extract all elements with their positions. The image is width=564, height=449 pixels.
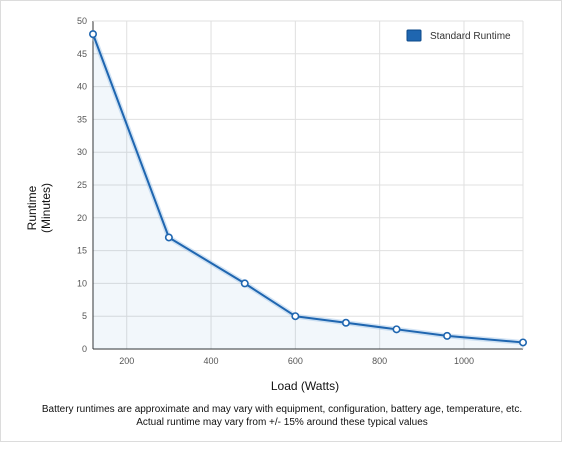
legend-swatch <box>406 29 422 42</box>
data-point[interactable] <box>164 233 173 242</box>
y-tick-label: 30 <box>77 147 87 157</box>
y-tick-label: 0 <box>82 344 87 354</box>
y-tick-label: 45 <box>77 49 87 59</box>
y-tick-label: 20 <box>77 213 87 223</box>
x-tick-label: 200 <box>119 356 134 366</box>
axes <box>92 20 524 350</box>
data-point[interactable] <box>392 325 401 334</box>
data-point[interactable] <box>240 279 249 288</box>
y-axis-title-line-2: (Minutes) <box>39 183 53 233</box>
y-tick-label: 40 <box>77 82 87 92</box>
y-axis-title-line-1: Runtime <box>25 185 39 230</box>
footnote-line-1: Battery runtimes are approximate and may… <box>41 404 523 415</box>
footnote-line-2: Actual runtime may vary from +/- 15% aro… <box>136 417 428 428</box>
x-tick-label: 400 <box>204 356 219 366</box>
data-point[interactable] <box>89 30 98 39</box>
series-area <box>93 34 523 350</box>
series-area-fill <box>93 34 523 350</box>
legend[interactable]: Standard Runtime <box>406 29 511 42</box>
y-tick-label: 50 <box>77 16 87 26</box>
data-point[interactable] <box>341 318 350 327</box>
series-line-path <box>92 33 524 344</box>
x-tick-label: 800 <box>372 356 387 366</box>
series-points <box>89 30 527 347</box>
y-axis-title: Runtime (Minutes) <box>25 183 53 233</box>
tick-labels: 0 5 10 15 20 25 30 35 40 45 50 200 400 600 800 1000 <box>77 16 474 366</box>
data-point[interactable] <box>291 312 300 321</box>
y-tick-label: 35 <box>77 114 87 124</box>
x-axis-title: Load (Watts) <box>271 379 339 393</box>
series-line <box>90 33 524 345</box>
y-tick-label: 10 <box>77 278 87 288</box>
x-tick-label: 600 <box>288 356 303 366</box>
runtime-chart: 0 5 10 15 20 25 30 35 40 45 50 200 400 600 800 1000 Run… <box>25 16 527 393</box>
x-tick-label: 1000 <box>454 356 474 366</box>
y-tick-label: 15 <box>77 246 87 256</box>
y-tick-label: 25 <box>77 180 87 190</box>
legend-label: Standard Runtime <box>430 31 511 42</box>
data-point[interactable] <box>518 338 527 347</box>
y-tick-label: 5 <box>82 311 87 321</box>
footnote: Battery runtimes are approximate and may… <box>0 403 564 429</box>
data-point[interactable] <box>443 331 452 340</box>
